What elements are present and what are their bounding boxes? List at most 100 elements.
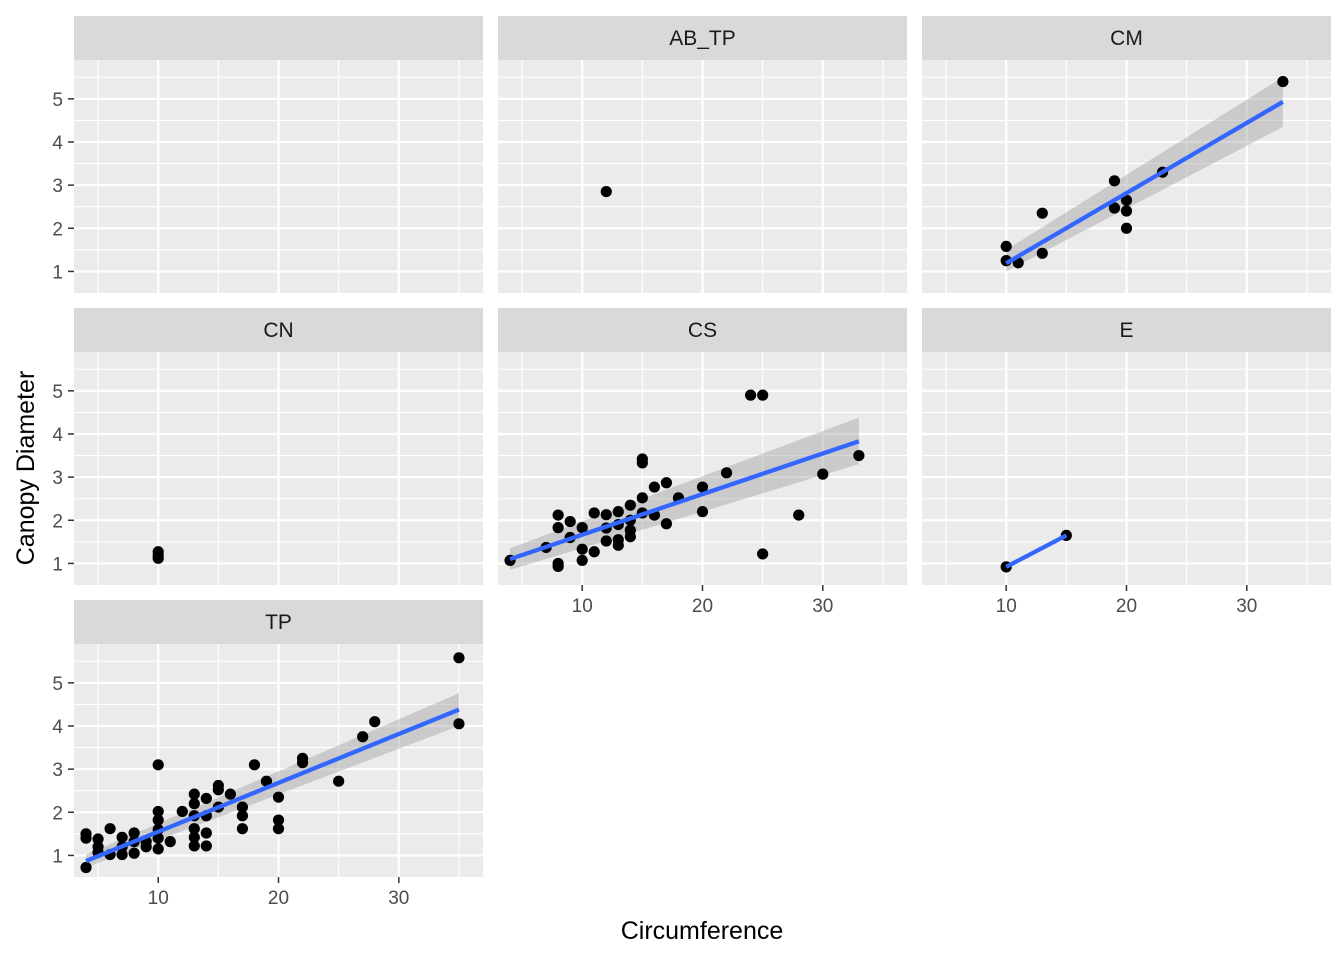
facet-strip-label: CS [688, 319, 717, 342]
data-point [552, 509, 564, 521]
data-point [1108, 175, 1121, 187]
data-point [624, 531, 636, 543]
data-point [296, 757, 309, 769]
data-point [1120, 194, 1133, 206]
x-tick-label: 10 [572, 596, 593, 617]
facet-strip [74, 600, 483, 644]
data-point [116, 848, 128, 861]
data-point [152, 759, 164, 771]
panels-layer: 1 2 3 4 5 AB_TP CM CN 1 2 3 4 5 CS 10 20 30 E 10 20 30 TP 1 2 3 4… [52, 16, 1331, 909]
x-tick-label: 30 [388, 888, 409, 909]
x-tick-label: 30 [1236, 596, 1257, 617]
data-point [212, 784, 224, 796]
regression-line [1005, 533, 1068, 569]
facet-strip [922, 16, 1331, 60]
regression-line [85, 707, 460, 864]
data-point [128, 827, 140, 839]
data-point [600, 186, 612, 198]
data-point [152, 805, 164, 818]
facet-strip [74, 308, 483, 352]
data-point [140, 841, 152, 853]
data-point [600, 509, 612, 521]
facet-strip [74, 16, 483, 60]
data-point [200, 827, 212, 839]
data-point [200, 792, 212, 805]
data-point [612, 539, 624, 551]
y-tick-label: 1 [52, 262, 63, 283]
data-point [188, 788, 200, 800]
facet-panel: CS 10 20 30 [498, 308, 907, 617]
data-point [272, 791, 285, 803]
y-tick-label: 4 [52, 717, 63, 738]
data-point [80, 832, 92, 844]
data-point [1000, 240, 1012, 252]
facet-strip-label: CM [1110, 27, 1143, 50]
data-point [660, 518, 673, 530]
facet-strip [922, 308, 1331, 352]
data-point [636, 457, 648, 469]
data-point [333, 775, 345, 787]
data-point [272, 814, 285, 826]
data-point [576, 554, 588, 567]
facet-strip-label: E [1119, 319, 1133, 342]
data-point [188, 798, 200, 810]
data-point [817, 468, 829, 480]
data-point [369, 716, 381, 728]
y-tick-label: 4 [52, 425, 63, 446]
data-point [152, 814, 164, 826]
data-point [552, 522, 564, 534]
x-tick-label: 20 [268, 888, 289, 909]
y-tick-label: 3 [52, 176, 63, 197]
data-point [116, 831, 128, 843]
y-tick-label: 1 [52, 554, 63, 575]
data-point [1120, 222, 1133, 234]
data-point [745, 389, 757, 401]
x-tick-label: 20 [1116, 596, 1137, 617]
data-point [612, 506, 624, 518]
data-point [200, 840, 212, 852]
data-point [1036, 207, 1048, 219]
data-point [1277, 75, 1289, 88]
data-point [588, 546, 600, 558]
y-tick-label: 5 [52, 382, 63, 403]
regression-line [509, 439, 860, 562]
data-point [588, 507, 600, 519]
data-point [624, 499, 636, 511]
data-point [757, 389, 769, 401]
data-point [757, 548, 769, 560]
y-tick-label: 4 [52, 133, 63, 154]
data-point [696, 481, 709, 493]
y-tick-label: 2 [52, 803, 63, 824]
data-point [188, 840, 200, 852]
data-point [648, 481, 660, 493]
data-point [128, 847, 140, 859]
data-point [224, 788, 236, 800]
facet-panel: CM [922, 16, 1331, 293]
data-point [636, 492, 648, 504]
data-point [1108, 202, 1121, 214]
data-point [1120, 205, 1133, 217]
data-point [152, 843, 164, 855]
facet-panel: AB_TP [498, 16, 907, 293]
y-tick-label: 2 [52, 219, 63, 240]
data-point [720, 467, 733, 479]
data-point [696, 506, 709, 518]
x-tick-label: 20 [692, 596, 713, 617]
data-point [236, 823, 249, 835]
x-tick-label: 10 [996, 596, 1017, 617]
y-tick-label: 2 [52, 511, 63, 532]
facet-strip-label: CN [263, 319, 293, 342]
data-point [236, 810, 249, 822]
data-point [248, 759, 261, 771]
data-point [236, 801, 249, 813]
data-point [92, 833, 104, 845]
facet-panel: 1 2 3 4 5 [52, 16, 483, 293]
data-point [272, 823, 285, 835]
data-point [576, 522, 588, 534]
data-point [453, 652, 465, 664]
facet-strip [498, 308, 907, 352]
y-axis-title: Canopy Diameter [12, 371, 40, 566]
data-point [552, 560, 564, 573]
data-point [660, 477, 673, 489]
